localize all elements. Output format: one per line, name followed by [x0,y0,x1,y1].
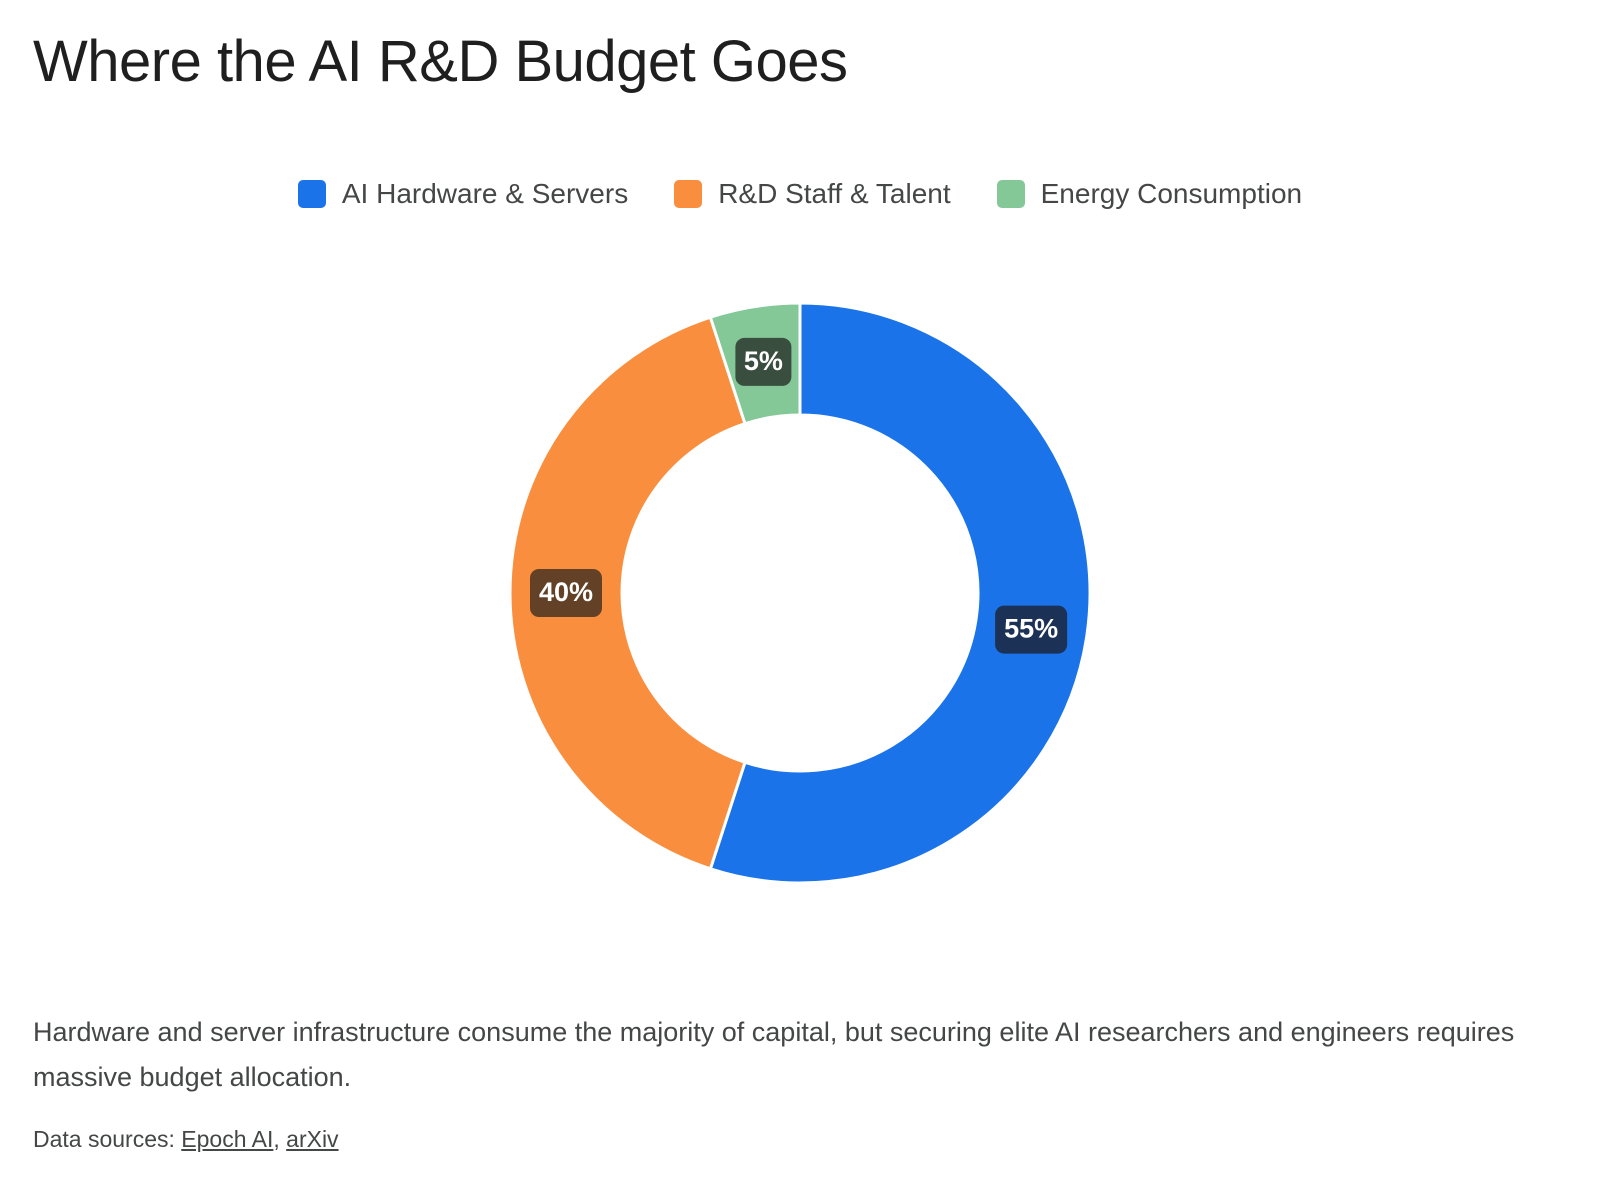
legend-item-randd-staff-and-talent[interactable]: R&D Staff & Talent [674,178,951,210]
source-link-epoch-ai[interactable]: Epoch AI [181,1126,274,1152]
data-label-energy-consumption: 5% [735,337,792,386]
chart-legend: AI Hardware & Servers R&D Staff & Talent E… [0,172,1600,216]
legend-item-ai-hardware-and-servers[interactable]: AI Hardware & Servers [297,178,629,210]
legend-swatch [674,180,703,208]
legend-label: AI Hardware & Servers [341,178,629,209]
donut-chart: 55% 40% 5% [508,301,1092,885]
data-label-box [735,337,792,386]
chart-title: Where the AI R&D Budget Goes [33,29,848,94]
data-label-randd-staff-and-talent: 40% [530,569,602,617]
slice-ai-hardware-and-servers[interactable] [708,301,1092,885]
legend-label: Energy Consumption [1040,178,1303,209]
data-label-text: 55% [1004,614,1058,644]
data-label-text: 40% [539,577,593,607]
legend-swatch [297,180,326,208]
data-sources-separator: , [273,1126,280,1152]
slice-randd-staff-and-talent[interactable] [508,315,747,871]
chart-description: Hardware and server infrastructure consu… [33,1017,1515,1092]
data-sources: Data sources: Epoch AI, arXiv [33,1126,339,1153]
data-sources-prefix: Data sources: [33,1126,182,1152]
data-label-box [530,569,602,617]
legend-label: R&D Staff & Talent [718,178,951,209]
data-label-text: 5% [744,346,783,376]
data-label-box [995,605,1068,654]
data-label-ai-hardware-and-servers: 55% [995,605,1068,654]
legend-item-energy-consumption[interactable]: Energy Consumption [996,178,1303,210]
source-link-arxiv[interactable]: arXiv [286,1126,339,1152]
legend-swatch [996,180,1025,208]
